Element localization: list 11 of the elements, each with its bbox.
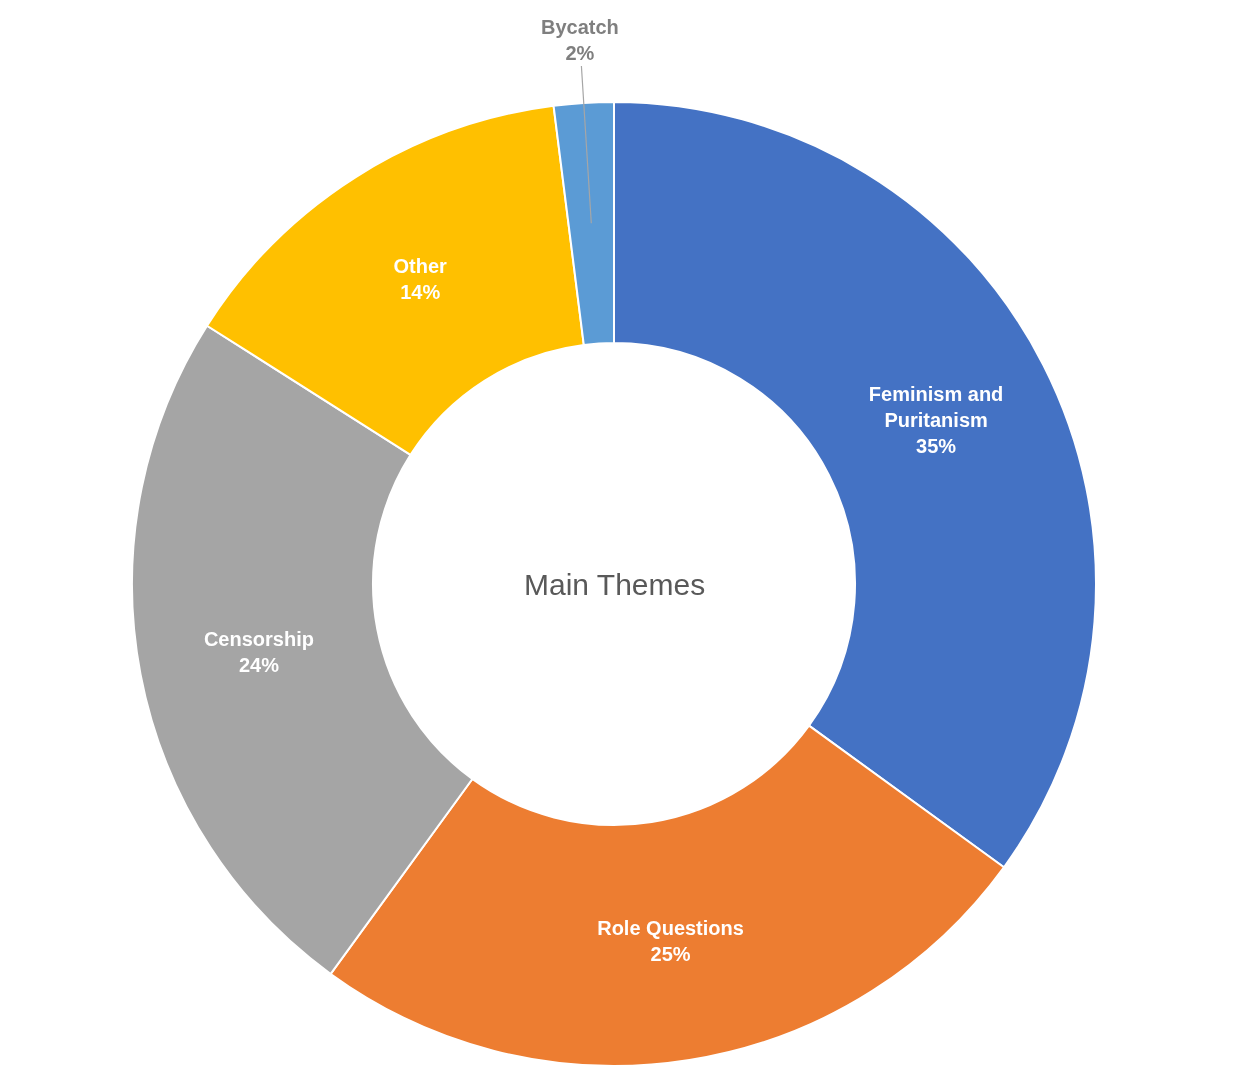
data-label: 14% — [400, 280, 441, 303]
slice-label: Bycatch — [541, 16, 619, 38]
slice-label: Feminism and Puritanism — [868, 382, 1004, 431]
slice-label: Other — [393, 254, 448, 277]
data-label: 35% — [916, 434, 957, 457]
slice-label: Role Questions — [597, 917, 744, 940]
data-label: 25% — [650, 943, 691, 966]
text: Main Themes — [524, 568, 706, 601]
data-label: 2% — [565, 42, 595, 64]
slice-label: Censorship — [203, 627, 314, 650]
data-label: 24% — [238, 653, 280, 676]
